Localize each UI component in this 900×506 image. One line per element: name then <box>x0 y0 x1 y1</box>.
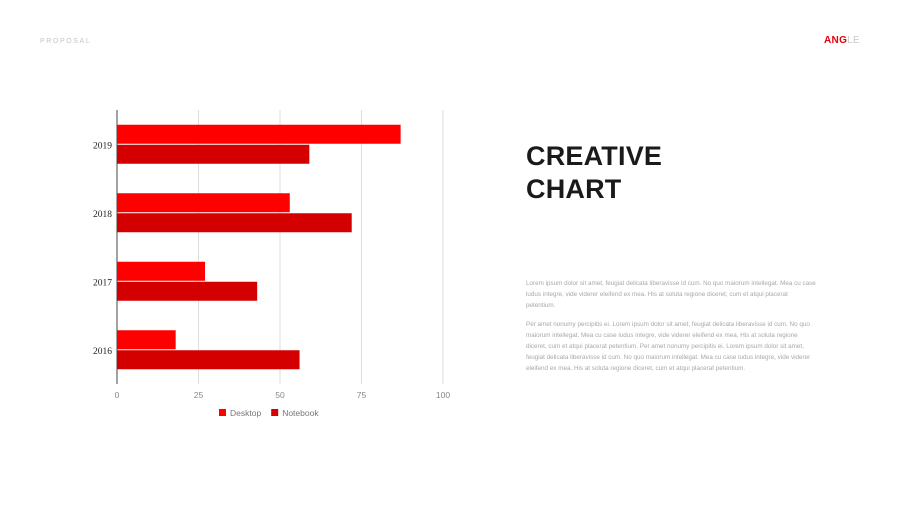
bar-notebook-2019 <box>117 144 310 164</box>
x-tick-label: 100 <box>436 390 450 400</box>
page-title-line1: CREATIVE <box>526 141 663 171</box>
logo-primary: ANG <box>824 35 848 46</box>
body-paragraph-2: Per amet nonumy percipitis ei. Lorem ips… <box>526 321 811 372</box>
bar-desktop-2019 <box>117 124 401 144</box>
proposal-label: PROPOSAL <box>40 38 92 45</box>
page-title: CREATIVE CHART <box>526 140 662 206</box>
x-tick-label: 75 <box>357 390 367 400</box>
body-paragraph-1: Lorem ipsum dolor sit amet, feugiat deli… <box>526 280 816 309</box>
legend-swatch-notebook <box>271 409 279 416</box>
x-tick-label: 25 <box>194 390 204 400</box>
y-category-label: 2016 <box>93 347 112 357</box>
x-tick-label: 50 <box>275 390 285 400</box>
logo-secondary: LE <box>847 35 860 46</box>
bar-desktop-2018 <box>117 193 290 213</box>
bar-notebook-2017 <box>117 281 258 301</box>
y-category-label: 2019 <box>93 141 112 151</box>
bar-desktop-2016 <box>117 330 176 350</box>
legend-swatch-desktop <box>219 409 226 416</box>
brand-logo: ANGLE <box>824 35 860 46</box>
page-title-line2: CHART <box>526 174 622 204</box>
legend-label-desktop: Desktop <box>230 408 261 418</box>
bar-notebook-2018 <box>117 213 352 233</box>
y-category-label: 2017 <box>93 278 112 288</box>
x-tick-label: 0 <box>115 390 120 400</box>
bar-notebook-2016 <box>117 350 300 370</box>
bar-desktop-2017 <box>117 261 206 281</box>
legend-label-notebook: Notebook <box>282 408 319 418</box>
y-category-label: 2018 <box>93 210 112 220</box>
